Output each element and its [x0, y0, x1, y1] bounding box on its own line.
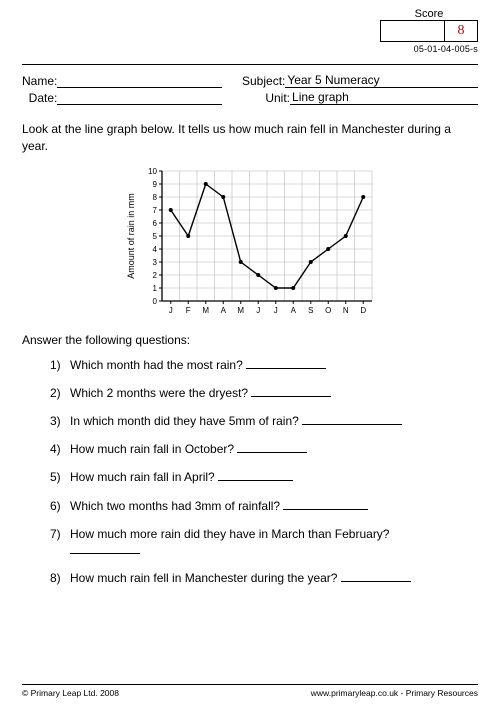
question-number: 7) — [50, 526, 70, 558]
unit-field: Line graph — [290, 90, 478, 105]
svg-text:7: 7 — [153, 206, 158, 215]
question-list: 1)Which month had the most rain? 2)Which… — [22, 357, 478, 587]
unit-label: Unit: — [242, 91, 290, 105]
answer-blank[interactable] — [70, 542, 140, 554]
name-label: Name: — [22, 74, 57, 88]
answer-blank[interactable] — [341, 570, 411, 582]
answer-header: Answer the following questions: — [22, 333, 478, 347]
question-text: Which two months had 3mm of rainfall? — [70, 498, 368, 514]
question-text: How much rain fall in April? — [70, 469, 293, 485]
answer-blank[interactable] — [237, 441, 307, 453]
date-cell: Date: — [22, 90, 222, 105]
question-text: How much rain fell in Manchester during … — [70, 570, 411, 586]
svg-text:0: 0 — [153, 297, 158, 306]
subject-field: Year 5 Numeracy — [285, 73, 478, 88]
ref-code: 05-01-04-005-s — [380, 44, 478, 54]
question-item: 4)How much rain fall in October? — [50, 441, 478, 457]
svg-text:J: J — [169, 306, 173, 315]
question-number: 6) — [50, 498, 70, 514]
score-box-blank — [380, 20, 444, 42]
question-number: 2) — [50, 385, 70, 401]
svg-text:D: D — [360, 306, 366, 315]
question-prompt: In which month did they have 5mm of rain… — [70, 414, 302, 428]
question-number: 8) — [50, 570, 70, 586]
info-row-1: Name: Subject: Year 5 Numeracy — [22, 73, 478, 88]
answer-blank[interactable] — [283, 498, 368, 510]
chart-container: 0 1 2 3 4 5 6 7 8 9 10 J F M A M J J A S O N D Amount of rain i… — [22, 165, 478, 319]
info-row-2: Date: Unit: Line graph — [22, 90, 478, 105]
name-field[interactable] — [57, 73, 222, 88]
svg-text:J: J — [256, 306, 260, 315]
question-number: 5) — [50, 469, 70, 485]
question-item: 8)How much rain fell in Manchester durin… — [50, 570, 478, 586]
question-item: 7)How much more rain did they have in Ma… — [50, 526, 478, 558]
svg-text:3: 3 — [153, 258, 158, 267]
svg-text:1: 1 — [153, 284, 158, 293]
question-text: Which month had the most rain? — [70, 357, 326, 373]
question-text: In which month did they have 5mm of rain… — [70, 413, 402, 429]
svg-text:M: M — [202, 306, 209, 315]
footer-right: www.primaryleap.co.uk - Primary Resource… — [311, 688, 478, 698]
question-item: 1)Which month had the most rain? — [50, 357, 478, 373]
question-item: 2)Which 2 months were the dryest? — [50, 385, 478, 401]
answer-blank[interactable] — [251, 385, 331, 397]
svg-text:M: M — [237, 306, 244, 315]
svg-text:N: N — [343, 306, 349, 315]
question-item: 3)In which month did they have 5mm of ra… — [50, 413, 478, 429]
svg-text:F: F — [186, 306, 191, 315]
svg-text:A: A — [291, 306, 297, 315]
question-prompt: How much more rain did they have in Marc… — [70, 527, 389, 541]
question-prompt: How much rain fall in April? — [70, 470, 218, 484]
svg-text:9: 9 — [153, 180, 158, 189]
score-block: Score 8 05-01-04-005-s — [380, 8, 478, 54]
rainfall-line-chart: 0 1 2 3 4 5 6 7 8 9 10 J F M A M J J A S O N D Amount of rain i… — [122, 165, 378, 319]
question-prompt: How much rain fall in October? — [70, 442, 237, 456]
question-prompt: Which month had the most rain? — [70, 358, 246, 372]
question-number: 4) — [50, 441, 70, 457]
subject-label: Subject: — [242, 74, 285, 88]
answer-blank[interactable] — [246, 357, 326, 369]
question-text: How much rain fall in October? — [70, 441, 307, 457]
question-text: Which 2 months were the dryest? — [70, 385, 331, 401]
svg-text:4: 4 — [153, 245, 158, 254]
score-value: 8 — [444, 20, 478, 42]
name-cell: Name: — [22, 73, 222, 88]
question-prompt: Which 2 months were the dryest? — [70, 386, 251, 400]
question-text: How much more rain did they have in Marc… — [70, 526, 389, 558]
question-prompt: How much rain fell in Manchester during … — [70, 571, 341, 585]
question-number: 3) — [50, 413, 70, 429]
date-label: Date: — [22, 91, 57, 105]
svg-text:A: A — [221, 306, 227, 315]
score-label: Score — [380, 8, 478, 20]
question-prompt: Which two months had 3mm of rainfall? — [70, 499, 283, 513]
subject-cell: Subject: Year 5 Numeracy — [242, 73, 478, 88]
unit-cell: Unit: Line graph — [242, 90, 478, 105]
intro-text: Look at the line graph below. It tells u… — [22, 121, 478, 155]
svg-text:10: 10 — [148, 167, 157, 176]
date-field[interactable] — [57, 90, 222, 105]
svg-text:J: J — [274, 306, 278, 315]
svg-text:8: 8 — [153, 193, 158, 202]
svg-text:2: 2 — [153, 271, 158, 280]
score-boxes: 8 — [380, 20, 478, 42]
svg-text:5: 5 — [153, 232, 158, 241]
header-rule — [22, 64, 478, 65]
question-item: 6)Which two months had 3mm of rainfall? — [50, 498, 478, 514]
footer: © Primary Leap Ltd. 2008 www.primaryleap… — [22, 684, 478, 698]
svg-text:6: 6 — [153, 219, 158, 228]
svg-text:O: O — [325, 306, 331, 315]
answer-blank[interactable] — [302, 413, 402, 425]
question-item: 5)How much rain fall in April? — [50, 469, 478, 485]
question-number: 1) — [50, 357, 70, 373]
svg-text:S: S — [308, 306, 313, 315]
answer-blank[interactable] — [218, 469, 293, 481]
svg-text:Amount of rain in mm: Amount of rain in mm — [126, 193, 136, 279]
footer-left: © Primary Leap Ltd. 2008 — [22, 688, 119, 698]
